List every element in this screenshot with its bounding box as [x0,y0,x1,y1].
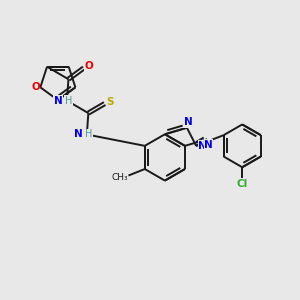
Text: H: H [65,96,72,106]
Text: Cl: Cl [237,179,248,189]
Text: O: O [31,82,40,92]
Text: N: N [54,96,62,106]
Text: H: H [85,130,92,140]
Text: S: S [106,97,114,107]
Text: O: O [85,61,94,71]
Text: N: N [184,117,193,128]
Text: N: N [74,130,82,140]
Text: N: N [204,140,213,150]
Text: N: N [198,141,207,151]
Text: CH₃: CH₃ [111,172,128,182]
